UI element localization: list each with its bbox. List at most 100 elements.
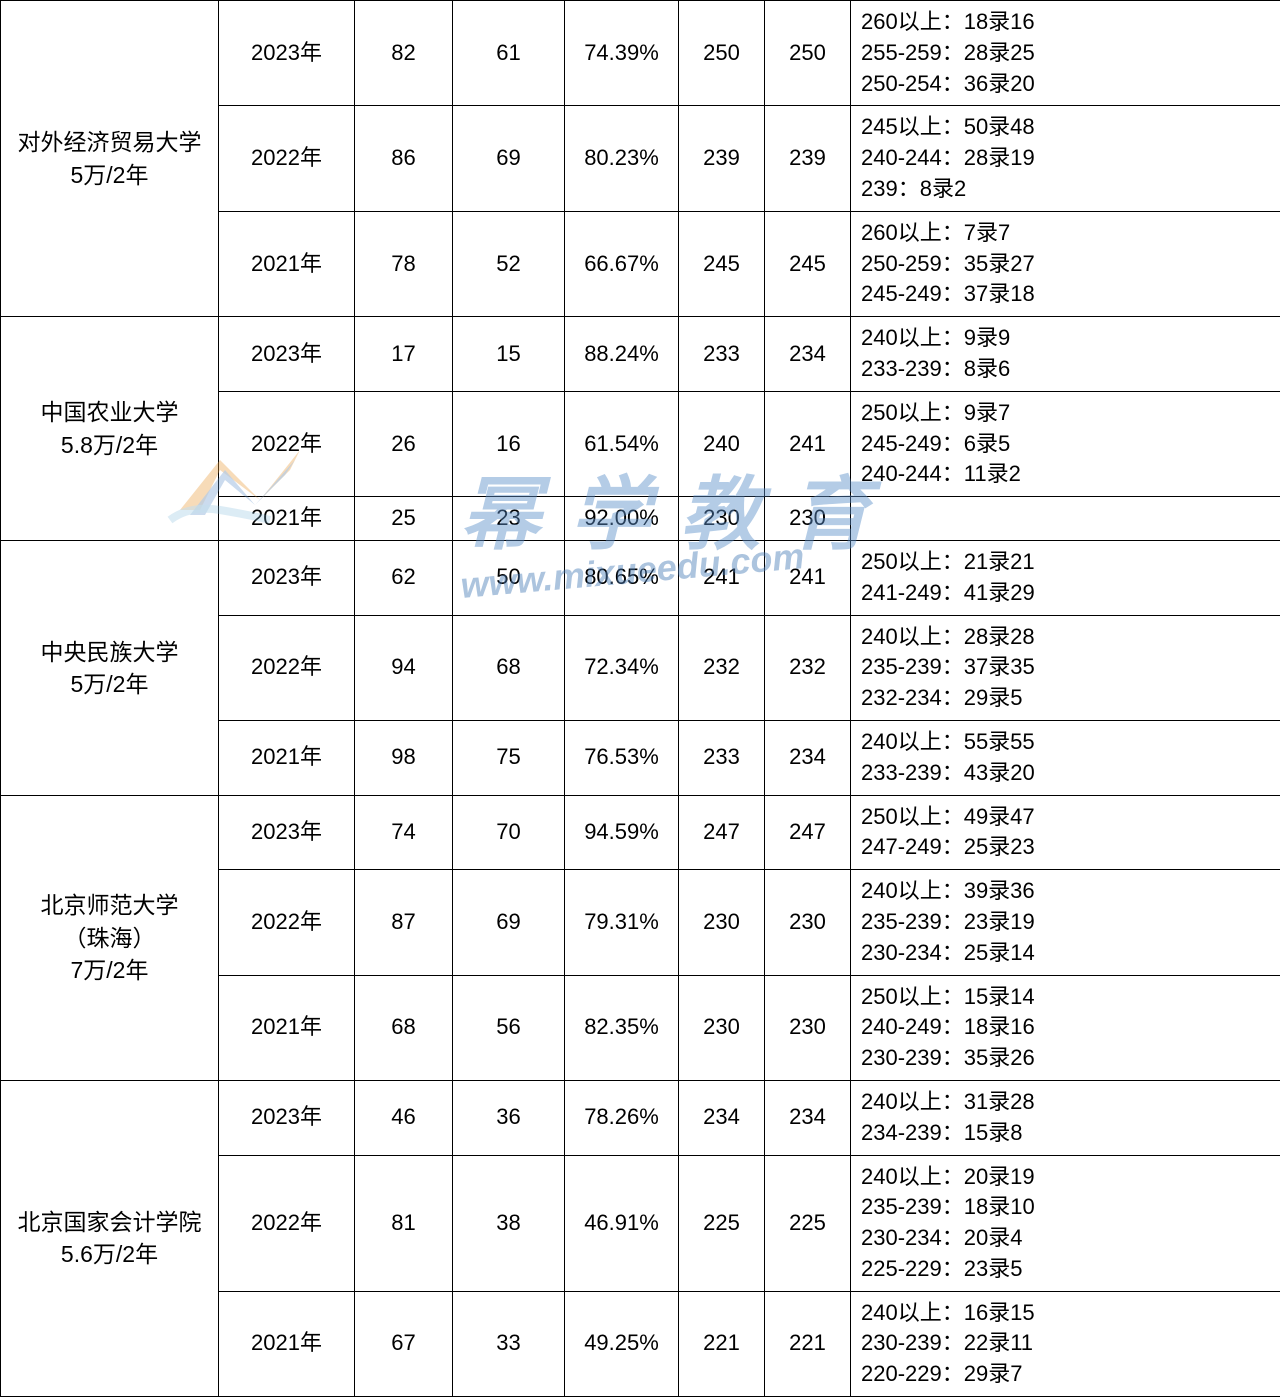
university-cell: 中央民族大学5万/2年: [1, 540, 219, 795]
score2-cell: 232: [765, 615, 851, 720]
detail-line: 235-239：18录10: [861, 1192, 1272, 1223]
year-cell: 2022年: [219, 870, 355, 975]
year-cell: 2021年: [219, 211, 355, 316]
detail-line: 255-259：28录25: [861, 38, 1272, 69]
year-cell: 2021年: [219, 1291, 355, 1396]
detail-line: 233-239：43录20: [861, 758, 1272, 789]
admitted-cell: 15: [453, 317, 565, 392]
detail-line: 260以上：7录7: [861, 218, 1272, 249]
year-cell: 2021年: [219, 497, 355, 541]
detail-cell: 240以上：9录9233-239：8录6: [851, 317, 1280, 392]
score2-cell: 245: [765, 211, 851, 316]
applicants-cell: 68: [355, 975, 453, 1080]
score2-cell: 234: [765, 720, 851, 795]
score2-cell: 234: [765, 1080, 851, 1155]
applicants-cell: 87: [355, 870, 453, 975]
detail-cell: 240以上：39录36235-239：23录19230-234：25录14: [851, 870, 1280, 975]
percentage-cell: 78.26%: [565, 1080, 679, 1155]
detail-line: 235-239：23录19: [861, 907, 1272, 938]
detail-cell: [851, 497, 1280, 541]
admitted-cell: 52: [453, 211, 565, 316]
applicants-cell: 62: [355, 540, 453, 615]
detail-line: 230-234：20录4: [861, 1223, 1272, 1254]
university-cell: 北京国家会计学院5.6万/2年: [1, 1080, 219, 1396]
year-cell: 2023年: [219, 1, 355, 106]
applicants-cell: 26: [355, 391, 453, 496]
year-cell: 2021年: [219, 720, 355, 795]
detail-line: 240以上：28录28: [861, 622, 1272, 653]
admitted-cell: 16: [453, 391, 565, 496]
applicants-cell: 82: [355, 1, 453, 106]
detail-line: 234-239：15录8: [861, 1118, 1272, 1149]
score2-cell: 247: [765, 795, 851, 870]
admitted-cell: 69: [453, 106, 565, 211]
detail-cell: 245以上：50录48240-244：28录19239：8录2: [851, 106, 1280, 211]
applicants-cell: 81: [355, 1155, 453, 1291]
detail-line: 247-249：25录23: [861, 832, 1272, 863]
percentage-cell: 76.53%: [565, 720, 679, 795]
percentage-cell: 92.00%: [565, 497, 679, 541]
table-row: 对外经济贸易大学5万/2年2023年826174.39%250250260以上：…: [1, 1, 1280, 106]
detail-line: 260以上：18录16: [861, 7, 1272, 38]
percentage-cell: 46.91%: [565, 1155, 679, 1291]
applicants-cell: 98: [355, 720, 453, 795]
year-cell: 2022年: [219, 106, 355, 211]
detail-line: 240以上：31录28: [861, 1087, 1272, 1118]
percentage-cell: 74.39%: [565, 1, 679, 106]
percentage-cell: 88.24%: [565, 317, 679, 392]
detail-line: 250-254：36录20: [861, 69, 1272, 100]
score2-cell: 230: [765, 975, 851, 1080]
admitted-cell: 56: [453, 975, 565, 1080]
table-row: 中央民族大学5万/2年2023年625080.65%241241250以上：21…: [1, 540, 1280, 615]
detail-line: 240以上：16录15: [861, 1298, 1272, 1329]
percentage-cell: 61.54%: [565, 391, 679, 496]
applicants-cell: 86: [355, 106, 453, 211]
admitted-cell: 61: [453, 1, 565, 106]
detail-line: 230-239：35录26: [861, 1043, 1272, 1074]
score1-cell: 221: [679, 1291, 765, 1396]
percentage-cell: 82.35%: [565, 975, 679, 1080]
year-cell: 2023年: [219, 795, 355, 870]
score1-cell: 241: [679, 540, 765, 615]
detail-line: 240以上：20录19: [861, 1162, 1272, 1193]
detail-cell: 240以上：20录19235-239：18录10230-234：20录4225-…: [851, 1155, 1280, 1291]
detail-line: 225-229：23录5: [861, 1254, 1272, 1285]
university-cell: 北京师范大学（珠海）7万/2年: [1, 795, 219, 1080]
detail-line: 233-239：8录6: [861, 354, 1272, 385]
score1-cell: 247: [679, 795, 765, 870]
year-cell: 2022年: [219, 391, 355, 496]
applicants-cell: 94: [355, 615, 453, 720]
detail-line: 250-259：35录27: [861, 249, 1272, 280]
detail-cell: 250以上：15录14240-249：18录16230-239：35录26: [851, 975, 1280, 1080]
year-cell: 2021年: [219, 975, 355, 1080]
university-cell: 中国农业大学5.8万/2年: [1, 317, 219, 541]
detail-line: 239：8录2: [861, 174, 1272, 205]
detail-line: 245-249：6录5: [861, 429, 1272, 460]
score2-cell: 225: [765, 1155, 851, 1291]
percentage-cell: 79.31%: [565, 870, 679, 975]
score1-cell: 245: [679, 211, 765, 316]
admitted-cell: 36: [453, 1080, 565, 1155]
detail-line: 220-229：29录7: [861, 1359, 1272, 1390]
detail-line: 240以上：55录55: [861, 727, 1272, 758]
detail-line: 250以上：9录7: [861, 398, 1272, 429]
percentage-cell: 72.34%: [565, 615, 679, 720]
applicants-cell: 17: [355, 317, 453, 392]
detail-line: 232-234：29录5: [861, 683, 1272, 714]
admitted-cell: 50: [453, 540, 565, 615]
score1-cell: 230: [679, 497, 765, 541]
percentage-cell: 66.67%: [565, 211, 679, 316]
detail-line: 241-249：41录29: [861, 578, 1272, 609]
admitted-cell: 75: [453, 720, 565, 795]
year-cell: 2022年: [219, 615, 355, 720]
detail-cell: 260以上：18录16255-259：28录25250-254：36录20: [851, 1, 1280, 106]
percentage-cell: 49.25%: [565, 1291, 679, 1396]
admitted-cell: 23: [453, 497, 565, 541]
detail-line: 240-249：18录16: [861, 1012, 1272, 1043]
detail-cell: 240以上：16录15230-239：22录11220-229：29录7: [851, 1291, 1280, 1396]
table-row: 北京国家会计学院5.6万/2年2023年463678.26%234234240以…: [1, 1080, 1280, 1155]
score2-cell: 234: [765, 317, 851, 392]
admitted-cell: 69: [453, 870, 565, 975]
score1-cell: 225: [679, 1155, 765, 1291]
score1-cell: 230: [679, 975, 765, 1080]
